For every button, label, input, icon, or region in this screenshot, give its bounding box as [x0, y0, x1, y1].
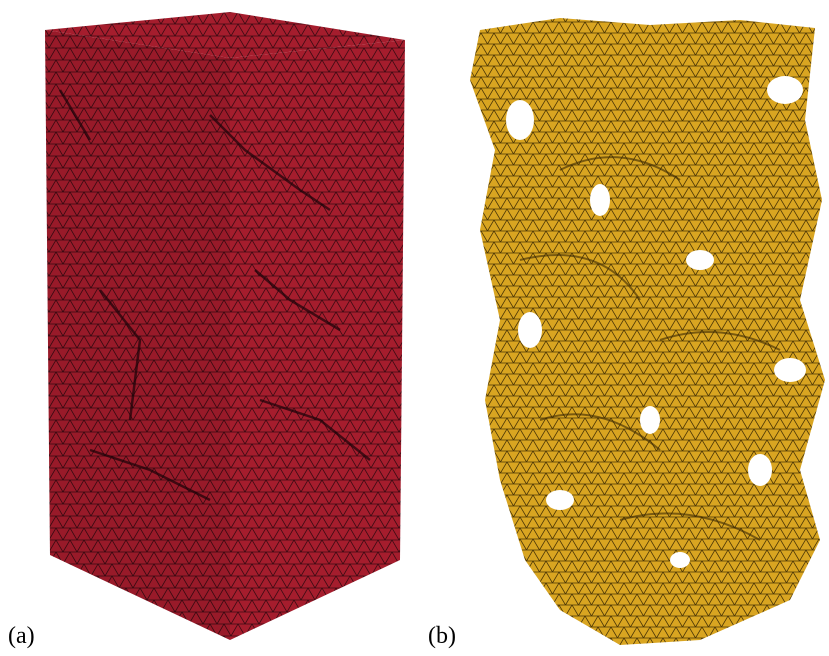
folds — [519, 156, 781, 541]
box-right — [230, 40, 405, 640]
porous-body — [470, 18, 825, 645]
box-top — [45, 12, 405, 58]
panel-b-mesh — [470, 18, 825, 645]
pores — [506, 76, 806, 568]
panel-label: (b) — [428, 623, 456, 649]
panel-a-mesh — [45, 12, 405, 640]
panel-label: (a) — [8, 623, 35, 649]
cracks — [58, 89, 371, 502]
